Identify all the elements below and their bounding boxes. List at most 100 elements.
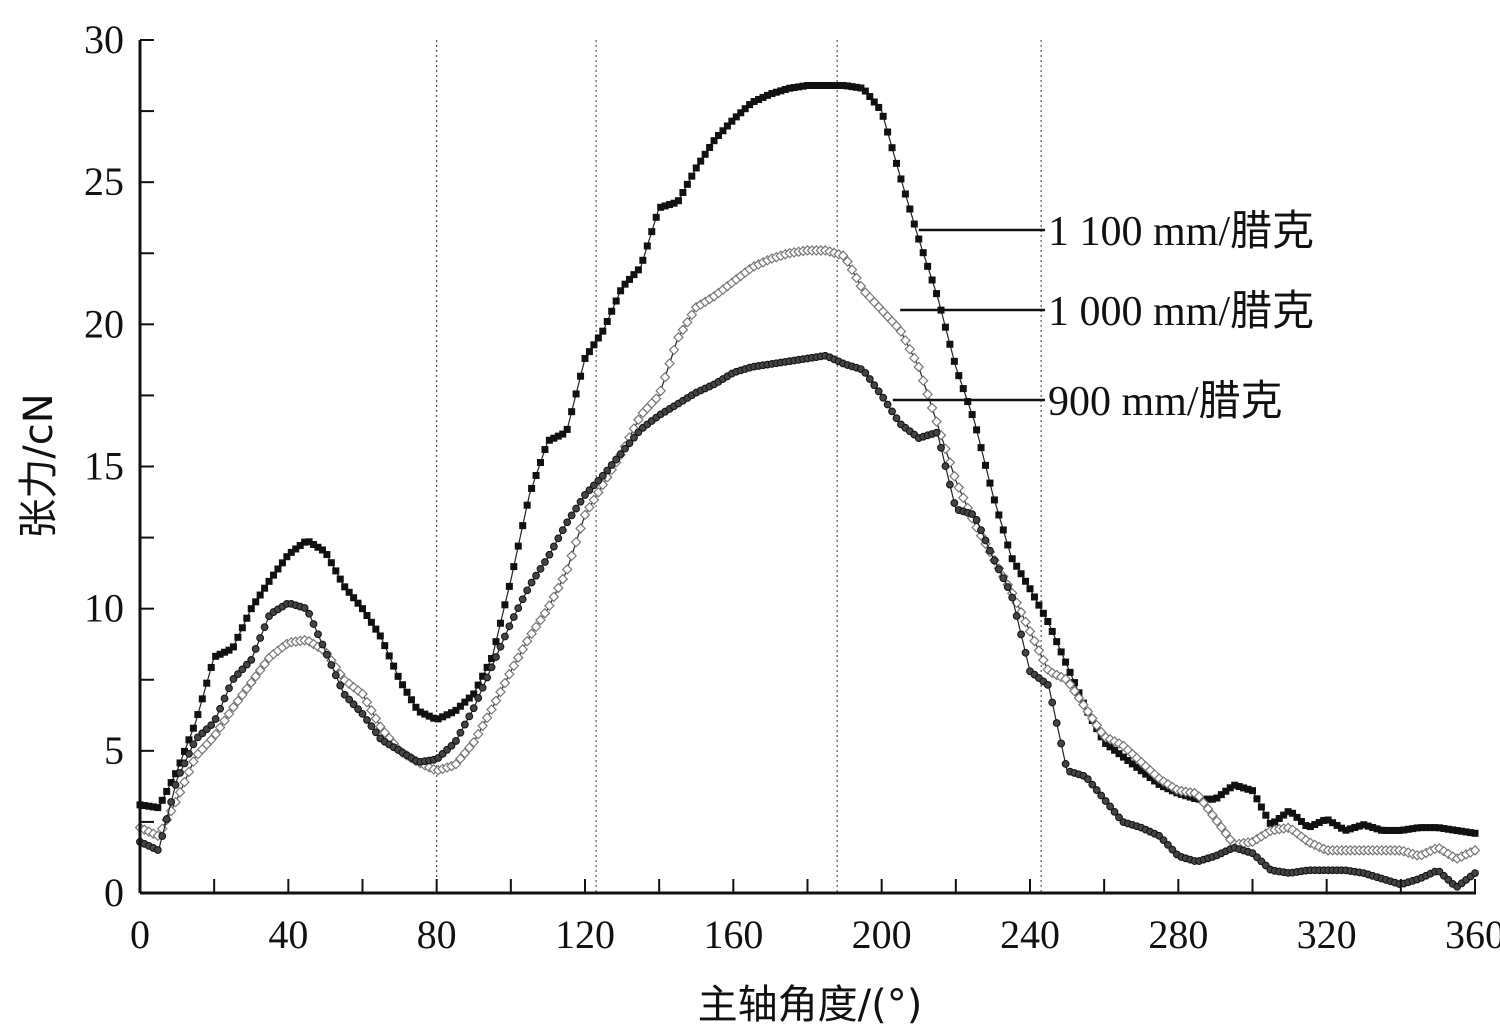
data-point xyxy=(180,759,189,768)
data-point xyxy=(559,430,567,438)
data-point xyxy=(1297,817,1305,825)
data-point xyxy=(1057,739,1066,748)
data-point xyxy=(728,117,736,125)
x-axis-title: 主轴角度/(°) xyxy=(698,982,923,1028)
data-point xyxy=(172,770,180,778)
data-point xyxy=(1038,654,1049,666)
data-point xyxy=(558,526,567,535)
data-point xyxy=(959,385,967,393)
series-line xyxy=(139,354,1476,889)
data-point xyxy=(616,450,625,459)
data-point xyxy=(318,640,327,649)
data-point xyxy=(581,354,589,362)
x-tick-label: 200 xyxy=(852,912,912,957)
data-point xyxy=(499,677,511,689)
data-point xyxy=(1222,787,1230,795)
data-point xyxy=(287,548,295,556)
data-point xyxy=(990,556,999,565)
data-point xyxy=(260,623,269,631)
data-point xyxy=(463,742,475,754)
data-point xyxy=(430,714,438,722)
data-point xyxy=(461,698,469,706)
data-point xyxy=(1400,826,1408,834)
data-point xyxy=(1453,827,1461,835)
data-point xyxy=(1106,743,1114,751)
data-point xyxy=(659,371,671,383)
data-point xyxy=(688,172,696,180)
data-point xyxy=(874,387,883,396)
data-point xyxy=(1257,803,1265,811)
data-point xyxy=(750,98,758,106)
data-point xyxy=(1198,797,1209,809)
data-point xyxy=(1164,840,1172,849)
data-point xyxy=(870,98,878,106)
data-point xyxy=(354,705,362,713)
data-point xyxy=(1360,821,1368,829)
data-point xyxy=(1216,821,1227,833)
data-point xyxy=(639,256,647,264)
data-point xyxy=(808,81,816,89)
data-point xyxy=(643,242,651,250)
data-point xyxy=(1008,555,1016,563)
data-point xyxy=(826,81,834,89)
data-point xyxy=(544,600,555,612)
data-point xyxy=(374,721,386,733)
data-point xyxy=(140,802,148,810)
data-point xyxy=(283,553,291,561)
data-point xyxy=(977,526,985,535)
data-point xyxy=(174,786,186,798)
data-point xyxy=(652,213,660,221)
series-annotations: 1 100 mm/腊克 1 000 mm/腊克 900 mm/腊克 xyxy=(892,209,1314,425)
data-point xyxy=(946,340,954,348)
data-point xyxy=(594,334,602,342)
data-point xyxy=(917,375,929,386)
data-point xyxy=(1020,616,1031,628)
data-point xyxy=(1373,825,1381,833)
data-point xyxy=(1435,824,1443,832)
data-point xyxy=(345,588,353,596)
data-point xyxy=(237,689,248,701)
data-point xyxy=(198,695,206,703)
data-point xyxy=(1240,784,1248,792)
data-point xyxy=(481,712,493,724)
data-point xyxy=(900,335,911,346)
data-point xyxy=(1057,648,1065,656)
data-point xyxy=(1101,797,1110,805)
data-point xyxy=(323,650,331,659)
data-point xyxy=(492,653,500,661)
data-point xyxy=(412,703,420,711)
data-point xyxy=(452,706,460,714)
data-point xyxy=(1386,826,1394,834)
data-point xyxy=(532,571,540,580)
data-point xyxy=(746,101,754,109)
data-point xyxy=(1320,816,1328,824)
data-point xyxy=(933,290,941,298)
data-point xyxy=(674,197,682,205)
data-point xyxy=(1231,781,1239,789)
data-point xyxy=(950,357,958,365)
data-point xyxy=(1208,795,1216,803)
data-point xyxy=(1048,698,1057,707)
data-point xyxy=(532,471,540,479)
data-point xyxy=(363,716,371,724)
data-point xyxy=(399,681,407,689)
data-point xyxy=(908,352,920,364)
data-point xyxy=(861,87,869,95)
data-point xyxy=(376,632,384,640)
data-point xyxy=(763,91,771,99)
data-point xyxy=(621,280,629,288)
data-point xyxy=(666,201,674,209)
data-point xyxy=(937,443,945,452)
data-point xyxy=(1469,845,1481,856)
data-point xyxy=(879,112,887,120)
data-point xyxy=(861,368,870,377)
data-point xyxy=(1003,583,1012,591)
data-point xyxy=(223,708,235,720)
data-point xyxy=(817,81,825,89)
data-point xyxy=(1449,826,1457,834)
data-point xyxy=(309,620,318,628)
data-point xyxy=(1217,791,1225,799)
data-point xyxy=(875,103,883,111)
data-point xyxy=(357,688,368,700)
